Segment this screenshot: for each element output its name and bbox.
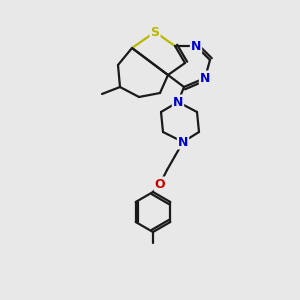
- Text: N: N: [200, 71, 210, 85]
- Text: O: O: [155, 178, 165, 190]
- Text: N: N: [173, 95, 183, 109]
- Text: N: N: [178, 136, 188, 148]
- Text: S: S: [151, 26, 160, 38]
- Text: N: N: [191, 40, 201, 52]
